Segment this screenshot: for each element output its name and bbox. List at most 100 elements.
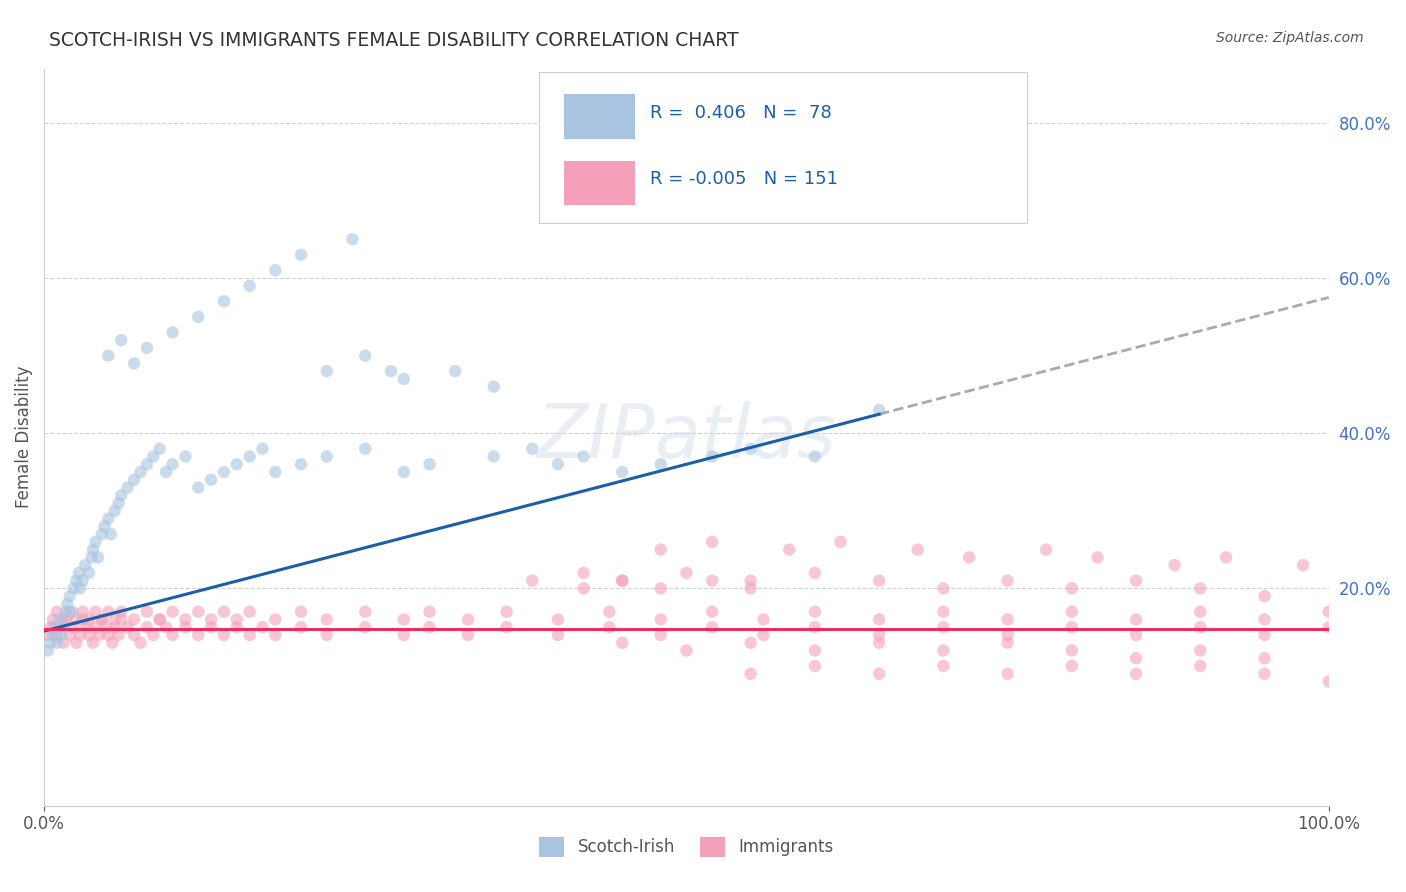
Point xyxy=(84,620,107,634)
Point xyxy=(957,550,980,565)
Point xyxy=(700,450,723,464)
Point xyxy=(52,620,75,634)
Point xyxy=(187,628,209,642)
Point xyxy=(612,465,634,479)
Point xyxy=(804,605,827,619)
FancyBboxPatch shape xyxy=(564,95,636,138)
Point xyxy=(142,450,165,464)
Point xyxy=(142,628,165,642)
Point xyxy=(1253,666,1275,681)
Point xyxy=(290,248,312,262)
Point xyxy=(354,605,377,619)
Point xyxy=(76,620,98,634)
Point xyxy=(135,605,157,619)
Point xyxy=(252,620,274,634)
Point xyxy=(868,403,890,417)
Point xyxy=(162,628,184,642)
Point xyxy=(104,612,127,626)
Point xyxy=(149,442,172,456)
Point xyxy=(72,612,94,626)
Point xyxy=(444,364,467,378)
Point xyxy=(1317,674,1340,689)
Point xyxy=(200,620,222,634)
Point xyxy=(1189,659,1212,673)
Point xyxy=(1060,582,1083,596)
Point xyxy=(135,341,157,355)
Point xyxy=(84,534,107,549)
Point xyxy=(212,294,235,309)
Point xyxy=(90,527,112,541)
Point xyxy=(1317,620,1340,634)
Point xyxy=(1163,558,1185,573)
Point xyxy=(122,628,145,642)
Point xyxy=(239,278,262,293)
Point xyxy=(547,457,569,471)
Point xyxy=(342,232,364,246)
Point xyxy=(1060,605,1083,619)
Point xyxy=(354,349,377,363)
Y-axis label: Female Disability: Female Disability xyxy=(15,366,32,508)
Point xyxy=(380,364,402,378)
Point xyxy=(42,612,65,626)
Point xyxy=(59,589,82,603)
Point xyxy=(135,457,157,471)
Point xyxy=(42,628,65,642)
Point xyxy=(612,574,634,588)
Point xyxy=(522,574,544,588)
Point xyxy=(174,620,197,634)
Point xyxy=(932,659,955,673)
Point xyxy=(997,574,1019,588)
Point xyxy=(77,612,100,626)
Point xyxy=(1060,643,1083,657)
Point xyxy=(264,612,287,626)
Point xyxy=(778,542,800,557)
Point xyxy=(62,620,84,634)
Point xyxy=(547,628,569,642)
Point xyxy=(200,612,222,626)
Point xyxy=(44,620,66,634)
Point xyxy=(97,605,120,619)
Point xyxy=(122,356,145,370)
Point xyxy=(48,620,70,634)
Point xyxy=(117,620,139,634)
Point xyxy=(1125,612,1147,626)
Point xyxy=(129,465,152,479)
Point xyxy=(264,465,287,479)
Point xyxy=(155,620,177,634)
Point xyxy=(740,666,762,681)
Point xyxy=(1292,558,1315,573)
Point xyxy=(65,636,87,650)
Point xyxy=(740,636,762,650)
Point xyxy=(804,450,827,464)
Point xyxy=(110,488,132,502)
Text: Source: ZipAtlas.com: Source: ZipAtlas.com xyxy=(1216,31,1364,45)
Point xyxy=(700,620,723,634)
Point xyxy=(39,636,62,650)
Point xyxy=(598,605,620,619)
Point xyxy=(59,605,82,619)
Point xyxy=(868,636,890,650)
Point xyxy=(1189,605,1212,619)
Point xyxy=(675,566,697,580)
Point xyxy=(67,566,90,580)
Point xyxy=(59,628,82,642)
Point xyxy=(65,612,87,626)
Point xyxy=(46,605,69,619)
Point xyxy=(752,628,775,642)
Point xyxy=(650,612,672,626)
Point xyxy=(1125,651,1147,665)
Point xyxy=(315,628,337,642)
Point xyxy=(830,534,852,549)
Point xyxy=(1087,550,1109,565)
Point xyxy=(868,574,890,588)
Point xyxy=(354,620,377,634)
Point xyxy=(162,605,184,619)
Point xyxy=(129,636,152,650)
Point xyxy=(46,636,69,650)
Point xyxy=(675,643,697,657)
Point xyxy=(122,612,145,626)
Point xyxy=(65,574,87,588)
Point xyxy=(225,457,247,471)
Point xyxy=(1125,666,1147,681)
Point xyxy=(997,666,1019,681)
